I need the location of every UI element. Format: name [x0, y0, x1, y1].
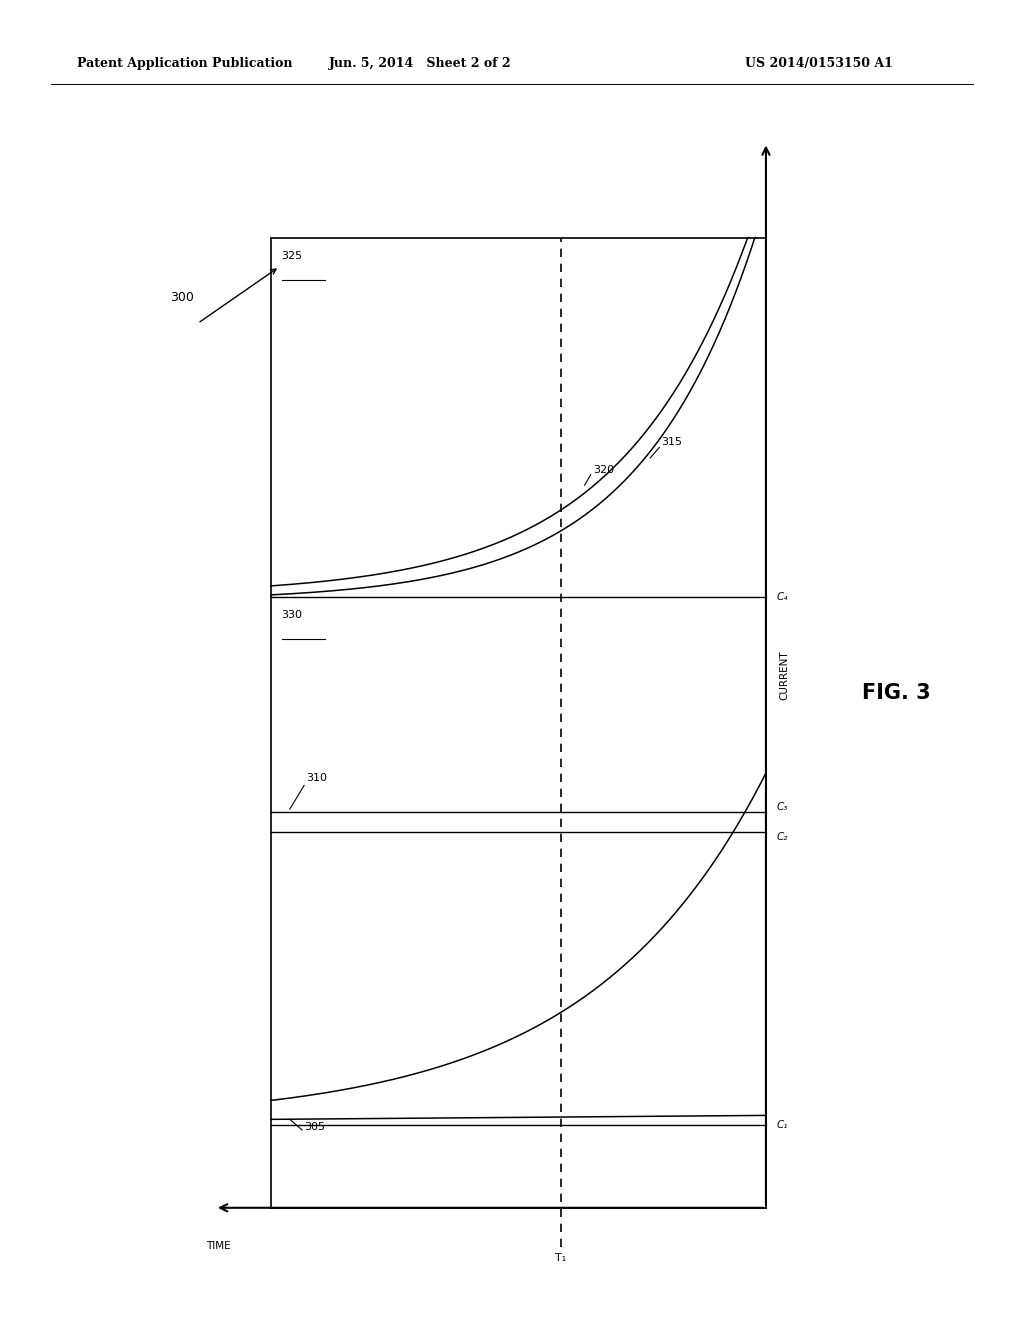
Text: FIG. 3: FIG. 3 [861, 682, 931, 704]
Text: Jun. 5, 2014   Sheet 2 of 2: Jun. 5, 2014 Sheet 2 of 2 [329, 57, 511, 70]
Text: 330: 330 [282, 610, 303, 620]
Text: 315: 315 [662, 437, 682, 447]
Text: 300: 300 [170, 290, 195, 304]
Text: US 2014/0153150 A1: US 2014/0153150 A1 [745, 57, 893, 70]
Text: Patent Application Publication: Patent Application Publication [77, 57, 292, 70]
Text: C₁: C₁ [776, 1119, 787, 1130]
Text: 310: 310 [306, 772, 328, 783]
Text: 305: 305 [304, 1122, 326, 1133]
Text: C₄: C₄ [776, 591, 787, 602]
Text: T₁: T₁ [555, 1253, 566, 1263]
Text: CURRENT: CURRENT [779, 651, 790, 700]
Text: 325: 325 [282, 251, 303, 261]
Text: 320: 320 [593, 465, 614, 475]
Text: C₂: C₂ [776, 832, 787, 842]
Text: C₃: C₃ [776, 801, 787, 812]
Text: TIME: TIME [206, 1241, 230, 1251]
